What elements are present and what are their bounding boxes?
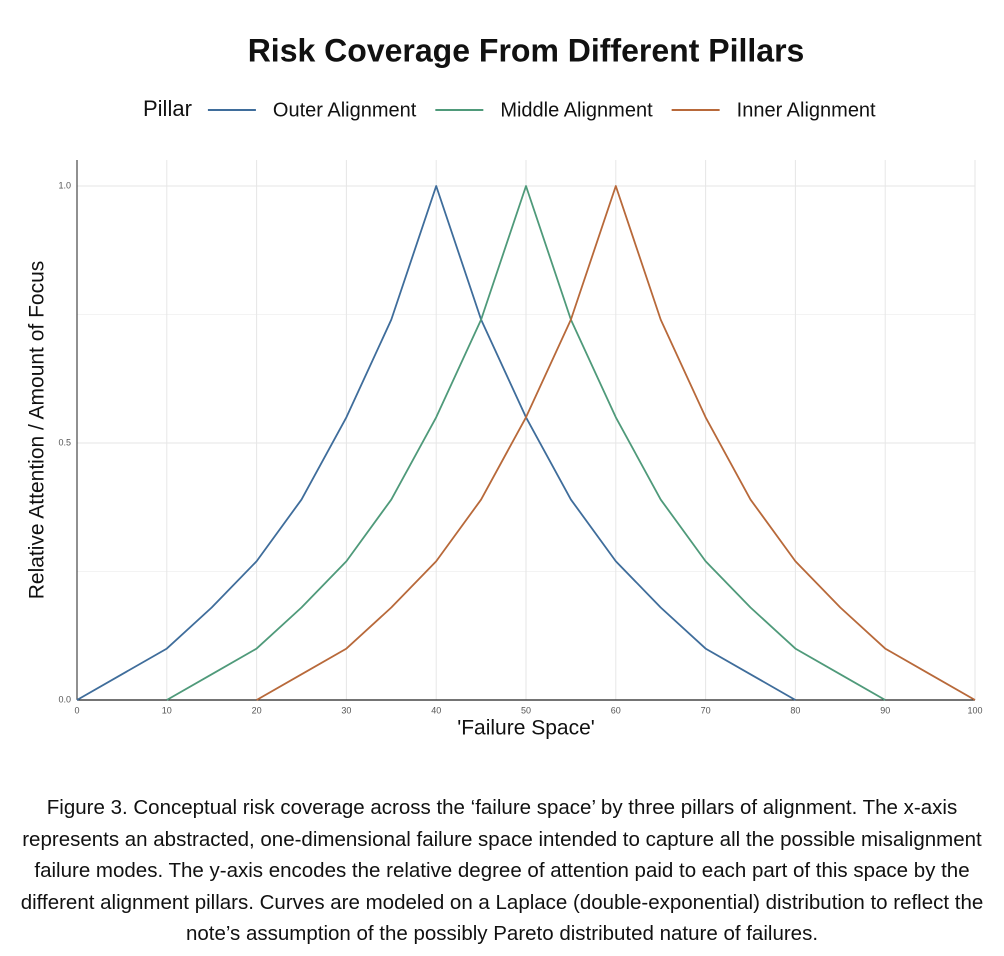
series-line (76, 185, 796, 701)
x-tick-label: 20 (252, 705, 262, 715)
series-line (166, 185, 886, 701)
legend-title: Pillar (143, 96, 192, 121)
x-axis-label: 'Failure Space' (457, 717, 595, 740)
x-tick-label: 100 (967, 705, 982, 715)
x-tick-label: 40 (431, 705, 441, 715)
x-tick-label: 50 (521, 705, 531, 715)
x-tick-label: 30 (341, 705, 351, 715)
caption: Figure 3. Conceptual risk coverage acros… (20, 796, 984, 945)
y-tick-label: 0.5 (58, 437, 71, 447)
x-tick-label: 10 (162, 705, 172, 715)
x-tick-label: 0 (74, 705, 79, 715)
x-tick-label: 80 (790, 705, 800, 715)
x-tick-label: 90 (880, 705, 890, 715)
chart: Risk Coverage From Different Pillars Pil… (26, 32, 983, 740)
legend-label: Middle Alignment (500, 99, 653, 121)
x-tick-label: 60 (611, 705, 621, 715)
y-tick-label: 1.0 (58, 180, 71, 190)
legend-label: Inner Alignment (737, 99, 876, 121)
y-axis-label: Relative Attention / Amount of Focus (26, 261, 49, 600)
y-tick-label: 0.0 (58, 694, 71, 704)
series-line (256, 185, 976, 701)
x-tick-label: 70 (701, 705, 711, 715)
legend-label: Outer Alignment (273, 99, 417, 121)
chart-title: Risk Coverage From Different Pillars (248, 32, 805, 68)
